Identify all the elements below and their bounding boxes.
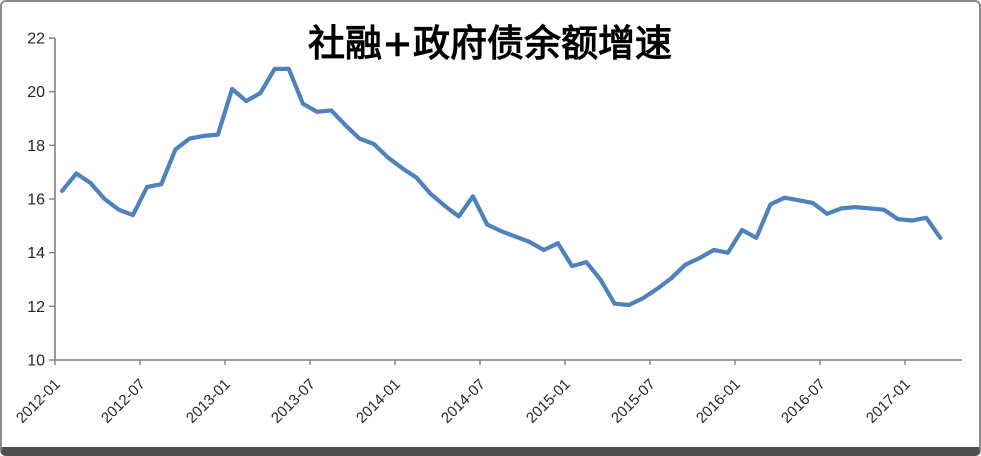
y-tick-label: 20 [27, 84, 45, 101]
x-tick-label: 2014-01 [353, 376, 404, 427]
series-line [59, 66, 943, 308]
x-tick-label: 2014-07 [438, 376, 489, 427]
axes [49, 37, 962, 365]
x-tick-label: 2016-07 [778, 376, 829, 427]
y-tick-label: 22 [27, 31, 45, 48]
x-tick-label: 2015-07 [608, 376, 659, 427]
x-axis-labels: 2012-01 2012-07 2013-01 2013-07 2014-01 2014-… [13, 376, 914, 427]
y-tick-label: 18 [27, 138, 45, 155]
x-tick-label: 2016-01 [693, 376, 744, 427]
series-line-group [59, 66, 943, 308]
x-tick-label: 2013-01 [183, 376, 234, 427]
y-tick-label: 14 [27, 245, 45, 262]
x-tick-label: 2013-07 [268, 376, 319, 427]
y-tick-label: 16 [27, 192, 45, 209]
x-tick-label: 2012-01 [13, 376, 64, 427]
x-tick-label: 2017-01 [863, 376, 914, 427]
x-tick-label: 2012-07 [98, 376, 149, 427]
x-tick-label: 2015-01 [523, 376, 574, 427]
y-axis-labels: 10 12 14 16 18 20 22 [27, 31, 45, 370]
y-tick-label: 10 [27, 353, 45, 370]
y-tick-label: 12 [27, 299, 45, 316]
chart-title: 社融+政府债余额增速 [308, 21, 672, 65]
